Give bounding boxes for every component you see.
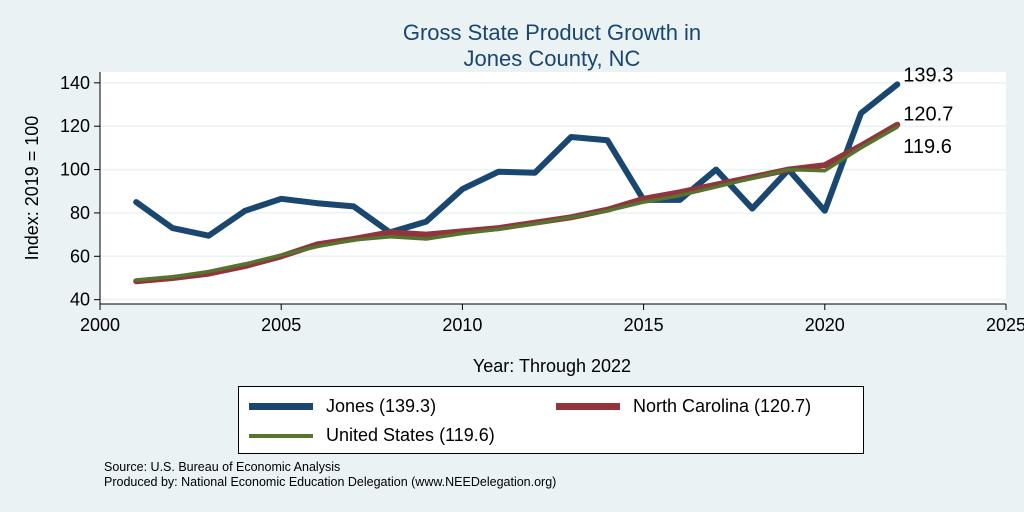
x-tick-label: 2000 bbox=[80, 315, 120, 335]
x-axis-ticks: 2000 2005 2010 2015 2020 2025 bbox=[80, 304, 1024, 335]
y-tick-label: 40 bbox=[70, 290, 90, 310]
y-tick-label: 120 bbox=[60, 116, 90, 136]
legend: Jones (139.3) North Carolina (120.7) Uni… bbox=[238, 386, 864, 454]
chart-title-line-2: Jones County, NC bbox=[464, 46, 641, 71]
x-tick-label: 2005 bbox=[261, 315, 301, 335]
x-tick-label: 2015 bbox=[624, 315, 664, 335]
end-labels: 139.3 120.7 119.6 bbox=[903, 64, 953, 158]
series-line-jones bbox=[133, 81, 901, 239]
chart-title-line-1: Gross State Product Growth in bbox=[403, 20, 701, 45]
end-label-united-states: 119.6 bbox=[903, 136, 952, 158]
x-tick-label: 2020 bbox=[805, 315, 845, 335]
legend-label-jones: Jones (139.3) bbox=[326, 396, 437, 416]
y-tick-label: 140 bbox=[60, 73, 90, 93]
end-label-north-carolina: 120.7 bbox=[903, 104, 953, 126]
end-label-jones: 139.3 bbox=[903, 64, 953, 86]
legend-item-jones: Jones (139.3) bbox=[249, 396, 436, 417]
legend-label-united-states: United States (119.6) bbox=[326, 425, 495, 445]
y-axis-ticks: 40 60 80 100 120 140 bbox=[60, 73, 100, 310]
legend-swatch-jones bbox=[249, 403, 313, 410]
legend-item-north-carolina: North Carolina (120.7) bbox=[556, 396, 811, 417]
series-lines bbox=[133, 81, 901, 285]
y-gridlines bbox=[100, 82, 1006, 301]
legend-swatch-united-states bbox=[249, 433, 313, 438]
x-tick-label: 2025 bbox=[986, 315, 1024, 335]
y-tick-label: 60 bbox=[70, 246, 90, 266]
y-tick-label: 80 bbox=[70, 203, 90, 223]
x-axis-label: Year: Through 2022 bbox=[473, 356, 631, 376]
legend-label-north-carolina: North Carolina (120.7) bbox=[633, 396, 812, 416]
legend-swatch-north-carolina bbox=[556, 403, 620, 410]
legend-item-united-states: United States (119.6) bbox=[249, 425, 495, 446]
line-chart: Gross State Product Growth in Jones Coun… bbox=[22, 20, 1024, 376]
x-tick-label: 2010 bbox=[442, 315, 482, 335]
series-line-united-states bbox=[134, 125, 900, 282]
source-note: Source: U.S. Bureau of Economic Analysis bbox=[104, 460, 341, 474]
y-tick-label: 100 bbox=[60, 160, 90, 180]
produced-by-note: Produced by: National Economic Education… bbox=[104, 475, 557, 489]
y-axis-label: Index: 2019 = 100 bbox=[22, 116, 42, 261]
